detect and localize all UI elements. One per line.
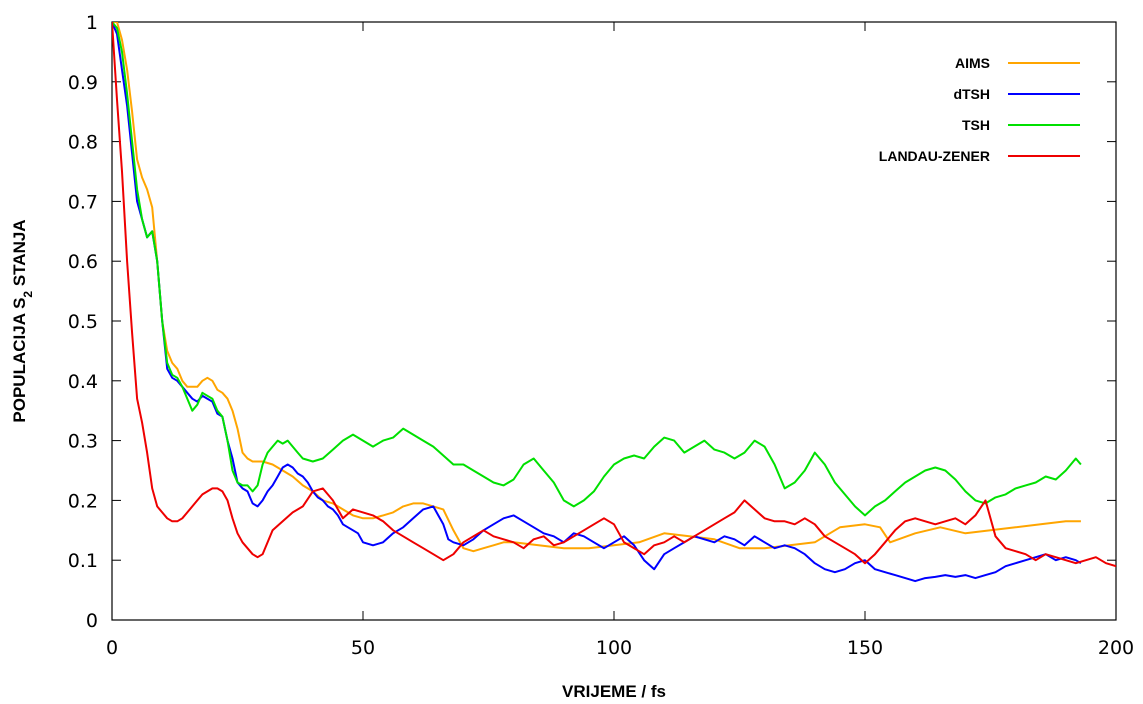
y-tick-label: 0.4 — [68, 371, 98, 393]
x-tick-label: 50 — [351, 637, 375, 659]
y-tick-label: 0.7 — [68, 191, 98, 213]
series-line-tsh — [112, 22, 1082, 517]
x-axis-title: VRIJEME / fs — [562, 682, 666, 701]
y-tick-label: 0.8 — [68, 132, 98, 154]
y-tick-label: 0.3 — [68, 431, 98, 453]
legend-label-dtsh: dTSH — [953, 86, 990, 102]
x-tick-label: 200 — [1098, 637, 1134, 659]
plot-frame — [111, 21, 1117, 621]
y-axis-title-sub: 2 — [21, 291, 35, 298]
y-axis-title-post: STANJA — [10, 219, 29, 290]
legend-label-landau-zener: LANDAU-ZENER — [879, 148, 990, 164]
y-axis-title: POPULACIJA S2 STANJA — [10, 219, 35, 422]
x-tick-label: 150 — [847, 637, 883, 659]
plot-border — [111, 21, 1117, 621]
legend: AIMS dTSH TSH LANDAU-ZENER — [879, 55, 1080, 164]
y-tick-label: 1 — [86, 12, 98, 34]
series-line-dtsh — [112, 22, 1082, 583]
axis-ticks: 0 50 100 150 200 0 0.1 0.2 0.3 0.4 0.5 0.6 0.7 0.8 0.9… — [68, 12, 1134, 659]
y-tick-label: 0.6 — [68, 251, 98, 273]
y-axis-title-pre: POPULACIJA S — [10, 298, 29, 423]
y-tick-label: 0.2 — [68, 490, 98, 512]
series-group — [112, 22, 1116, 583]
y-tick-label: 0.1 — [68, 550, 98, 572]
y-tick-label: 0.5 — [68, 311, 98, 333]
y-tick-label: 0 — [86, 610, 98, 632]
x-tick-label: 100 — [596, 637, 632, 659]
y-tick-label: 0.9 — [68, 72, 98, 94]
series-line-landau-zener — [112, 22, 1116, 568]
series-line-aims — [112, 22, 1081, 553]
x-tick-label: 0 — [106, 637, 118, 659]
legend-label-tsh: TSH — [962, 117, 990, 133]
legend-label-aims: AIMS — [955, 55, 990, 71]
